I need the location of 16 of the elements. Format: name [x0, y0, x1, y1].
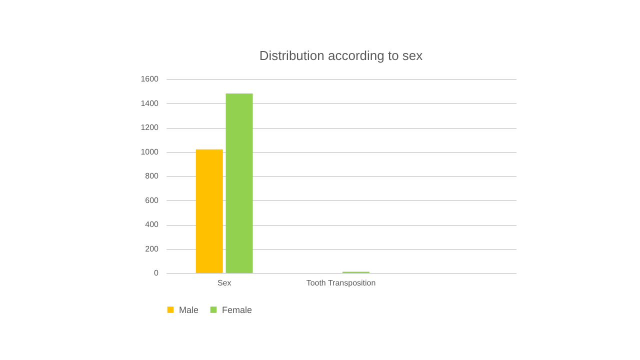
y-tick-label: 1600: [140, 74, 160, 84]
chart-title: Distribution according to sex: [259, 48, 424, 63]
y-tick-label: 200: [145, 244, 160, 254]
y-tick-label: 1200: [140, 123, 160, 132]
y-tick-label: 600: [145, 196, 160, 205]
legend-label: Female: [222, 304, 252, 315]
legend-label: Male: [179, 304, 199, 315]
x-tick-label: Tooth Transposition: [306, 278, 376, 288]
y-tick-label: 400: [145, 220, 160, 229]
x-tick-label: Sex: [217, 278, 232, 288]
bar: [196, 149, 223, 273]
y-tick-label: 1000: [140, 147, 160, 156]
y-tick-label: 1400: [140, 98, 160, 108]
y-tick-label: 800: [145, 172, 160, 180]
bar: [226, 94, 253, 273]
y-tick-label: 0: [154, 268, 160, 278]
